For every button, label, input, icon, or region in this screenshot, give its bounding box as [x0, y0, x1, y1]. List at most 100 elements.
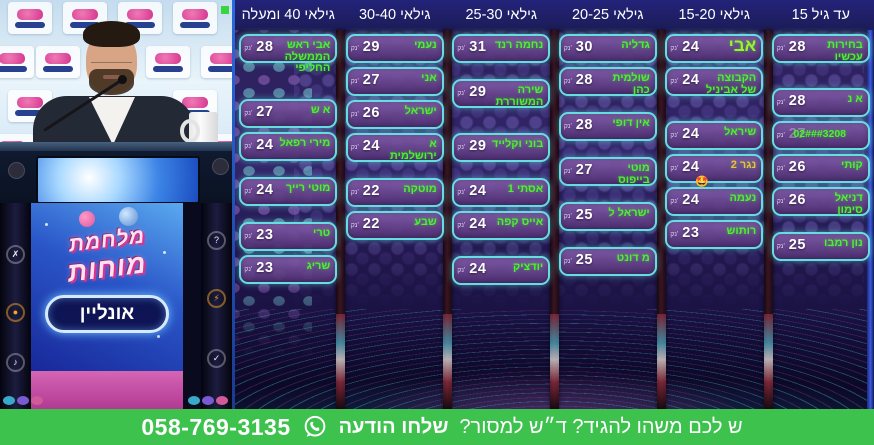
points-unit: נק': [563, 168, 572, 175]
host-glasses: [91, 52, 132, 63]
player-name: בחירות עכשיו: [827, 39, 863, 63]
green-indicator: [221, 6, 229, 14]
player-name: מוטי רייך: [285, 182, 331, 194]
player-name: יודציק: [513, 261, 544, 273]
player-name: דניאל סימון: [834, 192, 863, 216]
coin-icon: ●: [6, 303, 25, 322]
leaderboard-entry: נק' 28 בחירות עכשיו: [771, 34, 870, 63]
player-name: קותי: [841, 159, 863, 171]
stage-pillar: [550, 30, 559, 409]
stage-pillar: [764, 30, 773, 409]
points-unit: נק': [350, 189, 359, 196]
backdrop-logo-tile: [146, 46, 190, 78]
player-name: שולמית כהן: [612, 72, 650, 96]
stage-edge-pillar: [867, 30, 874, 409]
points-unit: נק': [670, 132, 679, 139]
totem-pink-panel: [31, 371, 183, 409]
player-name: נחמה רנד: [494, 39, 544, 51]
points-unit: נק': [350, 144, 359, 151]
points-unit: נק': [350, 111, 359, 118]
leaderboard-entry: נק' 26 ישראל: [345, 100, 444, 129]
player-name: ישראל: [404, 105, 437, 117]
player-score: 24: [682, 39, 700, 55]
player-name: שירה המשוררת: [495, 84, 544, 108]
player-name: מירי רפאל: [279, 137, 331, 149]
player-name: מוטי בייפוס: [618, 162, 650, 186]
points-unit: נק': [457, 189, 466, 196]
points-unit: נק': [350, 222, 359, 229]
leaderboard-entry: נק' 31 נחמה רנד: [452, 34, 551, 63]
leaderboard-entry: נק' 27 מוטי בייפוס: [558, 157, 657, 186]
player-name: א ש: [310, 104, 331, 116]
player-name: 02###3208: [793, 128, 847, 140]
points-unit: נק': [776, 45, 785, 52]
host-person: [0, 0, 234, 154]
leaderboard-entry: נק' 24 נגר 2 🤩: [665, 154, 764, 188]
leaderboard-entry: נק' 29 נעמי: [345, 34, 444, 63]
player-score: 25: [575, 252, 593, 268]
player-score: 26: [362, 105, 380, 121]
leaderboard-column: גילאי 25-30 נק' 31 נחמה רנד נק' 29 שירה המשורר…: [448, 0, 555, 409]
player-score: 24: [469, 261, 487, 277]
points-unit: נק': [776, 243, 785, 250]
player-score: 27: [256, 104, 274, 120]
age-group-header: גילאי 30-40: [358, 6, 431, 23]
leaderboard-entry: נק' 27 א ש: [239, 99, 338, 128]
star-struck-emoji: 🤩: [695, 176, 709, 188]
player-score: 25: [575, 207, 593, 223]
x-icon: ✗: [6, 245, 25, 264]
player-name: אבי ראש הממשלה החליפי: [284, 39, 331, 74]
leaderboard-entry: נק' 29 בוני וקלייד: [452, 133, 551, 162]
question-mark-icon: ?: [207, 231, 226, 250]
leaderboard-entry: נק' 22 מוטקה: [345, 178, 444, 207]
player-name: נעמה: [729, 192, 757, 204]
player-name: א נ: [847, 93, 863, 105]
player-name: אני: [421, 72, 437, 84]
ticker-phone-number: 058-769-3135: [141, 413, 291, 440]
player-name: רותוש: [726, 225, 757, 237]
player-score: 29: [469, 138, 487, 154]
player-score: 30: [575, 39, 593, 55]
points-unit: נק': [563, 45, 572, 52]
points-unit: נק': [670, 198, 679, 205]
player-name: שיראל: [724, 126, 757, 138]
points-unit: נק': [350, 78, 359, 85]
age-group-header: גילאי 40 ומעלה: [241, 6, 335, 23]
coffee-mug: [180, 112, 218, 146]
leaderboard-entry: נק' 28 אין דופי: [558, 112, 657, 141]
leaderboard-entry: נק' 25 ישראל ל: [558, 202, 657, 231]
ticker-cta: שלחו הודעה: [338, 415, 449, 438]
points-unit: נק': [457, 267, 466, 274]
logo-brain-icon: [79, 211, 95, 227]
leaderboard-entry: נק' 24 מוטי רייך: [239, 177, 338, 206]
points-unit: נק': [670, 45, 679, 52]
leaderboard-column: גילאי 15-20 נק' 24 אבי נק' 24 הקבוצה של אביניל…: [661, 0, 768, 409]
player-score: 26: [788, 159, 806, 175]
points-unit: נק': [670, 78, 679, 85]
leaderboard-entry: נק' 24 מירי רפאל: [239, 132, 338, 161]
leaderboard-entry: נק' 22 שבע: [345, 211, 444, 240]
points-unit: נק': [244, 188, 253, 195]
leaderboard-entry: נק' 28 אבי ראש הממשלה החליפי: [239, 34, 338, 74]
bottom-ticker: ש לכם משהו להגיד? ד״ש למסור? שלחו הודעה …: [0, 409, 874, 445]
prize-chips-right: [188, 396, 228, 405]
leaderboard-entry: נק' 26 דניאל סימון: [771, 187, 870, 216]
player-name: הקבוצה של אביניל: [705, 72, 757, 96]
points-unit: נק': [563, 123, 572, 130]
desk-top: [0, 142, 234, 151]
backdrop-logo-tile: [36, 46, 80, 78]
player-name: נעמי: [414, 39, 437, 51]
player-score: 24: [682, 126, 700, 142]
leaderboard-entry: נק' 28 שולמית כהן: [558, 67, 657, 96]
mini-logo: מלחמת מוחות: [31, 371, 183, 409]
points-unit: נק': [776, 99, 785, 106]
stage-area: עד גיל 15 נק' 28 בחירות עכשיו נק' 28 א נ נק' 27 0…: [234, 0, 874, 409]
leaderboard-column: עד גיל 15 נק' 28 בחירות עכשיו נק' 28 א נ נק' 27 0…: [768, 0, 874, 409]
host-webcam: ✗ ● ♪ ? ⚡ ✓ מלחמת מוחות אונליין: [0, 0, 234, 409]
leaderboard-column: גילאי 40 ומעלה נק' 28 אבי ראש הממשלה החליפי…: [235, 0, 342, 409]
check-icon: ✓: [207, 349, 226, 368]
player-score: 24: [469, 183, 487, 199]
leaderboard-entry: נק' 30 גדליה: [558, 34, 657, 63]
points-unit: נק': [244, 110, 253, 117]
